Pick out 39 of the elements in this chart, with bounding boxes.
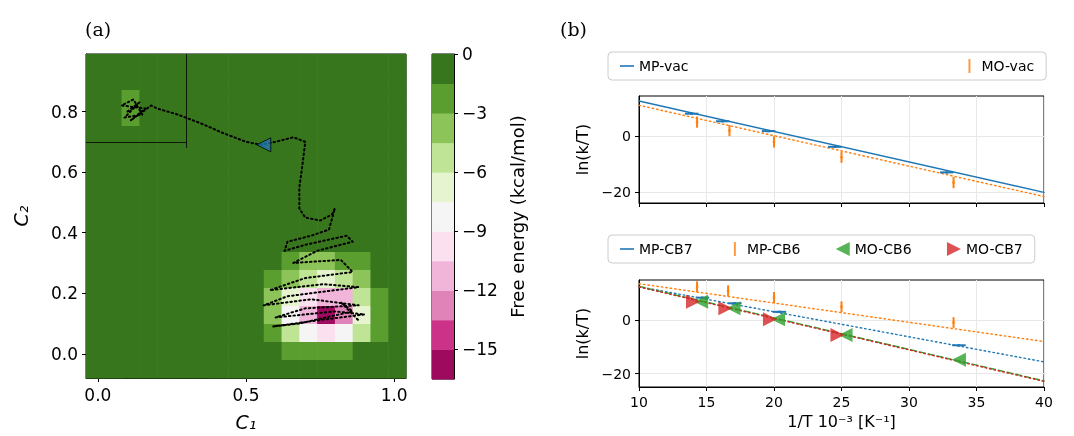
y-tick-label: 0.8 xyxy=(50,101,78,122)
x-tick-label: 0.0 xyxy=(84,384,112,405)
x-tick-label: 35 xyxy=(967,394,986,410)
chart-title: (a) xyxy=(85,17,112,40)
x-tick-label: 0.5 xyxy=(232,384,260,405)
legend-label: MP-CB7 xyxy=(639,241,693,257)
y-tick-label: 0.2 xyxy=(50,283,78,304)
x-axis-title: 1/T 10⁻³ [K⁻¹] xyxy=(787,411,896,431)
legend-label: MO-vac xyxy=(981,58,1035,74)
y-tick-label: 0 xyxy=(622,312,631,329)
y-tick-label: −20 xyxy=(601,184,631,201)
y-axis-title: ln(k/T) xyxy=(573,307,593,360)
y-tick-label: 0.6 xyxy=(50,162,78,183)
legend-label: MP-vac xyxy=(639,58,689,74)
chart-title: (b) xyxy=(560,17,587,40)
y-axis-title: ln(k/T) xyxy=(573,123,593,176)
legend-label: MP-CB6 xyxy=(746,241,801,257)
color-bar-label: −9 xyxy=(462,221,488,242)
x-axis-title: C₁ xyxy=(235,410,257,433)
x-tick-label: 20 xyxy=(765,394,783,410)
x-tick-label: 25 xyxy=(832,394,851,410)
x-tick-label: 40 xyxy=(1035,394,1053,410)
y-tick-label: −20 xyxy=(601,365,631,382)
y-tick-label: 0.4 xyxy=(50,222,78,243)
x-tick-label: 15 xyxy=(697,394,716,410)
color-bar-label: −3 xyxy=(462,103,488,124)
color-bar-label: −15 xyxy=(462,339,498,360)
x-tick-label: 30 xyxy=(900,394,918,410)
color-bar-label: −12 xyxy=(462,280,498,301)
color-bar-label: 0 xyxy=(462,44,473,64)
y-tick-label: 0.0 xyxy=(50,343,78,364)
y-axis-title: C₂ xyxy=(9,205,32,227)
x-tick-label: 1.0 xyxy=(380,384,408,405)
legend-label: MO-CB7 xyxy=(965,241,1023,257)
x-tick-label: 10 xyxy=(630,394,648,410)
color-bar-title: Free energy (kcal/mol) xyxy=(506,115,528,318)
legend-label: MO-CB6 xyxy=(854,241,912,257)
color-bar-label: −6 xyxy=(462,162,488,183)
y-tick-label: 0 xyxy=(622,128,631,145)
